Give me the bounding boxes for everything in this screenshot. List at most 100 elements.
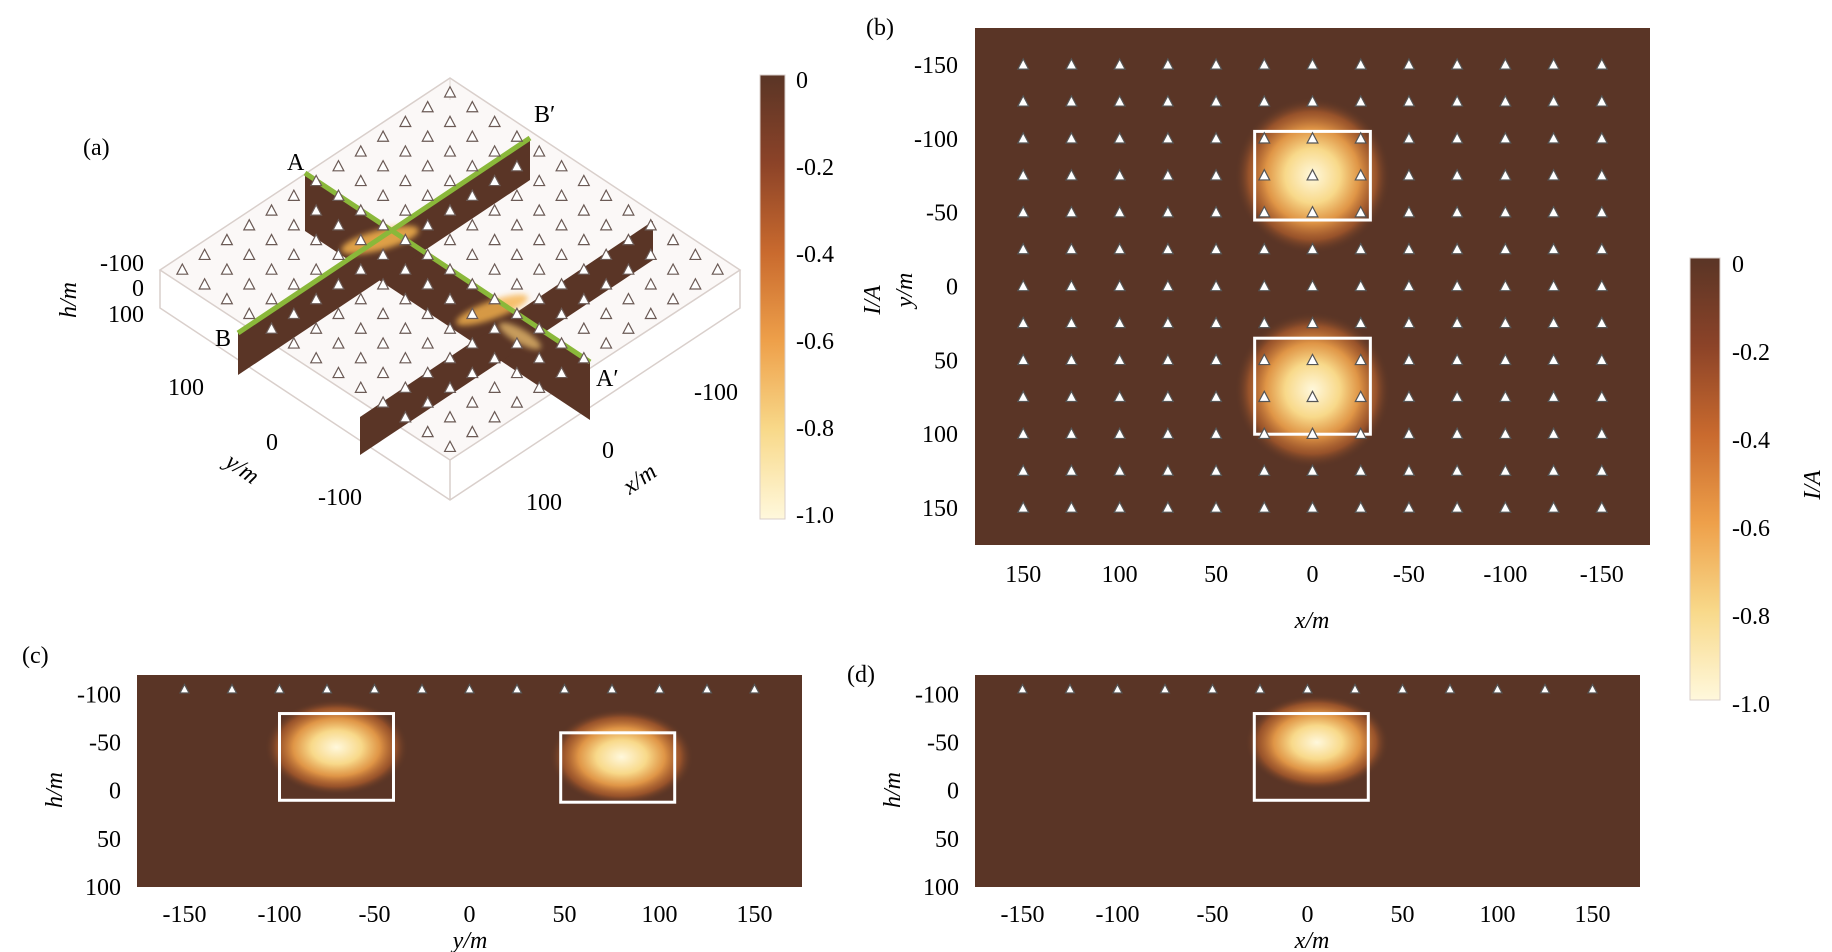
cbar-tick-5: -1.0 [1732,692,1770,718]
station-triangle [599,307,613,320]
station-triangle [1450,168,1464,181]
station-triangle [1306,205,1319,218]
slice-side-y [360,221,653,455]
station-triangle [443,439,457,453]
station-triangle [309,351,323,364]
station-triangle [242,247,256,261]
station-triangle [421,188,435,201]
station-triangle [1209,353,1223,366]
station-triangle [332,247,345,261]
station-triangle [749,683,760,694]
a-y-tick-2: -100 [318,485,362,511]
station-triangle [510,277,524,290]
station-triangle [1547,353,1560,366]
station-triangle [1547,242,1560,255]
station-triangle [1016,279,1030,292]
c-x-tick: -50 [359,902,391,928]
a-cbar-label: I/A [860,285,886,316]
panel-a-z-axis: -100 0 100 h/m [56,251,144,328]
station-triangle [1017,683,1028,694]
station-triangle [1306,426,1319,440]
station-triangle [1498,205,1512,218]
c-x-tick: 50 [553,902,577,928]
station-triangle [1209,131,1223,144]
station-triangle [1402,205,1416,218]
station-triangle [1498,57,1512,70]
b-x-tick: 50 [1204,562,1228,588]
station-triangle [488,203,502,216]
c-y-tick: -50 [89,730,121,756]
station-triangle [599,247,613,261]
station-triangle [398,351,412,364]
a-y-tick-0: 100 [168,375,204,401]
station-triangle [1498,168,1512,181]
station-triangle [1257,279,1271,292]
panel-a-stations [175,85,725,453]
station-triangle [1065,500,1078,513]
panel-b-x-ticks: 150 100 50 0 -50 -100 -150 [1005,562,1624,588]
station-triangle [577,233,591,246]
station-triangle [1547,426,1560,440]
station-triangle [577,351,591,364]
station-triangle [1257,426,1271,440]
station-triangle [1498,353,1512,366]
station-triangle [265,262,278,275]
station-triangle [376,307,390,320]
panel-a-x-axis: -100 0 100 x/m [526,380,738,516]
station-triangle [1209,242,1223,255]
station-triangle [1450,242,1464,255]
station-triangle [510,188,524,201]
station-triangle [599,188,613,201]
station-triangle [1113,242,1127,255]
station-triangle [1065,426,1078,440]
station-triangle [1306,57,1319,70]
station-triangle [1161,390,1175,403]
station-triangle [309,233,323,246]
station-triangle [309,262,323,275]
d-y-label: h/m [880,772,906,808]
station-triangle [1161,57,1175,70]
d-x-tick: -150 [1001,902,1045,928]
station-triangle [354,292,368,305]
station-triangle [220,262,234,275]
station-triangle [1450,353,1464,366]
station-triangle [555,188,568,201]
station-triangle [1113,279,1127,292]
station-triangle [1112,683,1123,694]
b-x-tick: -50 [1393,562,1425,588]
d-x-label: x/m [1294,928,1330,952]
station-triangle [666,292,680,305]
station-triangle [398,115,412,128]
station-triangle [532,262,546,275]
station-triangle [398,321,412,334]
station-triangle [532,174,546,187]
station-triangle [1209,279,1223,292]
station-triangle [421,277,435,290]
station-triangle [510,159,524,172]
profile-line-b-b-prime [236,135,532,336]
station-triangle [443,115,457,128]
station-triangle [332,159,345,172]
station-triangle [354,321,368,334]
station-triangle [376,247,390,261]
panel-b-y-ticks: -150 -100 -50 0 50 100 150 [914,53,958,522]
station-triangle [1402,463,1416,476]
station-triangle [1450,205,1464,218]
station-triangle [1354,279,1368,292]
station-triangle [1402,94,1416,107]
station-triangle [332,188,345,201]
station-triangle [1402,57,1416,70]
station-triangle [465,159,479,172]
panel-c-plot-bg [137,675,802,887]
c-x-tick: 100 [642,902,678,928]
station-triangle [465,218,479,231]
station-triangle [711,262,725,275]
station-triangle [421,366,435,379]
station-triangle [398,410,412,423]
station-triangle [1354,168,1368,181]
a-y-tick-1: 0 [266,430,278,456]
station-triangle [510,336,524,349]
c-y-label: h/m [42,772,68,808]
c-y-tick: 50 [97,827,121,853]
b-y-tick: 50 [934,348,958,374]
